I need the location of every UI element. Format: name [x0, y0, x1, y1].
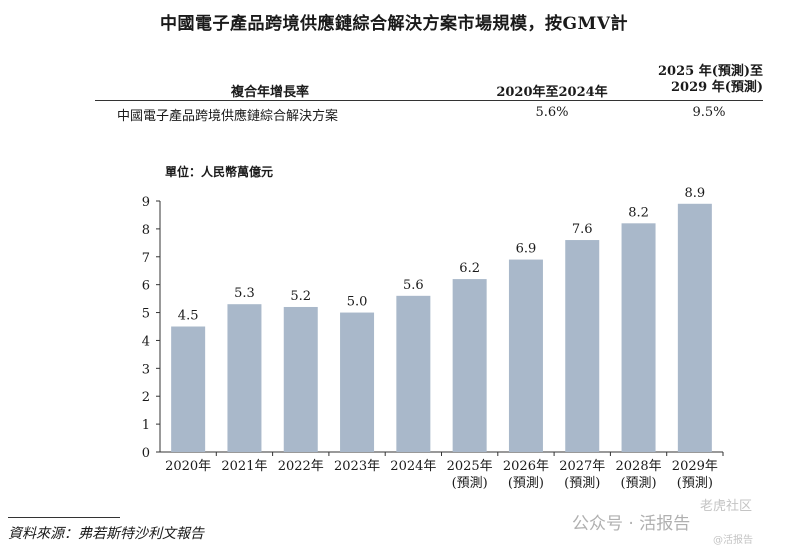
- bar: [171, 326, 206, 452]
- cagr-table-header: 複合年增長率 2020年至2024年 2025 年(預測)至 2029 年(預測…: [95, 62, 763, 100]
- x-tick-label: 2022年: [278, 459, 324, 474]
- cagr-header-period-2-line2: 2029 年(預測): [670, 80, 763, 95]
- x-tick-label: (預測): [677, 476, 713, 491]
- cagr-header-period-2: 2025 年(預測)至 2029 年(預測): [615, 64, 763, 96]
- y-tick-label: 2: [142, 390, 150, 405]
- x-tick-label: (預測): [452, 476, 488, 491]
- bar: [621, 223, 656, 452]
- bar-value-label: 4.5: [178, 309, 199, 324]
- bar-value-label: 5.0: [347, 295, 368, 310]
- bar-value-label: 7.6: [572, 222, 593, 237]
- bar-value-label: 5.2: [290, 289, 311, 304]
- x-tick-label: 2023年: [334, 459, 380, 474]
- bar: [396, 295, 431, 452]
- x-tick-label: (預測): [508, 476, 544, 491]
- bar: [508, 259, 543, 452]
- bar-value-label: 5.6: [403, 278, 424, 293]
- chart-title: 中國電子產品跨境供應鏈綜合解決方案市場規模，按GMV計: [159, 14, 629, 34]
- bar: [677, 203, 712, 452]
- cagr-row-label: 中國電子產品跨境供應鏈綜合解決方案: [117, 109, 339, 124]
- bar-value-label: 8.9: [685, 186, 706, 201]
- y-tick-label: 4: [142, 334, 150, 349]
- y-tick-label: 8: [142, 223, 150, 238]
- bar-value-label: 6.9: [516, 242, 537, 257]
- x-tick-label: 2021年: [221, 459, 267, 474]
- y-tick-label: 7: [142, 251, 150, 266]
- cagr-row-value-2: 9.5%: [692, 105, 726, 120]
- cagr-row-value-1: 5.6%: [535, 105, 569, 120]
- cagr-header-label: 複合年增長率: [230, 85, 309, 100]
- bar-value-label: 5.3: [234, 286, 255, 301]
- y-tick-label: 9: [142, 195, 150, 210]
- bar: [340, 312, 375, 452]
- y-tick-label: 1: [142, 418, 150, 433]
- x-tick-label: 2024年: [390, 459, 436, 474]
- watermark-top: 老虎社区: [700, 499, 753, 514]
- unit-label: 單位：人民幣萬億元: [165, 165, 274, 179]
- bar-value-label: 6.2: [459, 261, 480, 276]
- cagr-header-period-2-line1: 2025 年(預測)至: [657, 64, 763, 79]
- x-tick-label: (預測): [620, 476, 656, 491]
- y-tick-label: 3: [142, 362, 150, 377]
- source-rule: [8, 517, 120, 518]
- watermark-bottom: @活报告: [713, 535, 753, 546]
- y-tick-label: 0: [142, 446, 150, 461]
- bar-value-label: 8.2: [628, 205, 649, 220]
- bar: [283, 306, 318, 452]
- cagr-table-row: 中國電子產品跨境供應鏈綜合解決方案 5.6% 9.5%: [95, 105, 763, 125]
- source-note: 資料來源：弗若斯特沙利文報告: [8, 526, 204, 542]
- x-tick-label: (預測): [564, 476, 600, 491]
- y-tick-label: 5: [142, 307, 150, 322]
- x-tick-label: 2029年: [672, 459, 718, 474]
- x-tick-label: 2027年: [559, 459, 605, 474]
- y-tick-label: 6: [142, 279, 150, 294]
- cagr-header-period-1: 2020年至2024年: [496, 85, 608, 100]
- bar: [452, 279, 487, 452]
- bar: [565, 240, 600, 452]
- x-tick-label: 2028年: [616, 459, 662, 474]
- table-rule: [95, 100, 763, 101]
- x-tick-label: 2026年: [503, 459, 549, 474]
- watermark-main: 公众号 · 活报告: [572, 514, 691, 534]
- x-tick-label: 2020年: [165, 459, 211, 474]
- x-tick-label: 2025年: [447, 459, 493, 474]
- bar: [227, 304, 262, 452]
